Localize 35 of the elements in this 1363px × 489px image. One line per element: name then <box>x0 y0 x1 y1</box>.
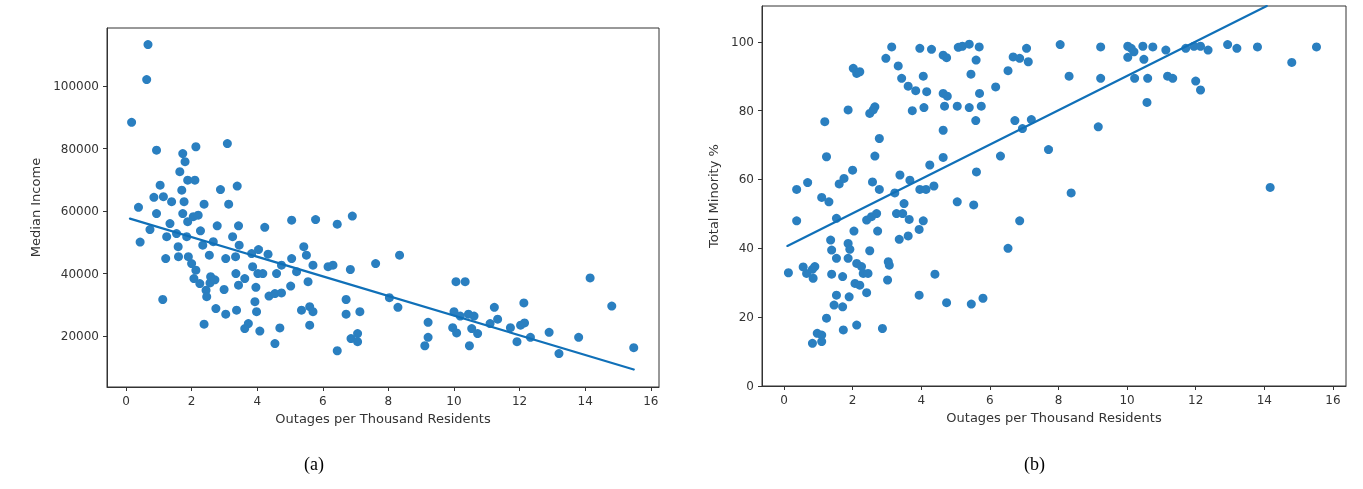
x-tick-label: 12 <box>511 394 528 408</box>
y-tick-label: 80000 <box>60 141 99 156</box>
y-axis-title: Total Minority % <box>706 144 722 249</box>
y-tick-label: 60000 <box>60 204 99 219</box>
y-tick-label: 60 <box>738 172 754 187</box>
y-tick-label: 100 <box>731 34 754 49</box>
y-axis-title: Median Income <box>28 157 44 258</box>
y-tick-label: 40 <box>738 241 754 256</box>
x-tick-label: 6 <box>318 394 327 408</box>
x-tick-label: 10 <box>1119 393 1135 407</box>
x-tick-label: 2 <box>848 393 857 407</box>
x-tick-label: 16 <box>643 394 659 408</box>
x-tick-label: 4 <box>253 394 262 408</box>
y-tick-label: 100000 <box>53 79 99 94</box>
x-axis-title: Outages per Thousand Residents <box>946 409 1162 425</box>
x-tick-label: 12 <box>1188 393 1204 407</box>
x-tick-label: 8 <box>1054 393 1063 407</box>
y-tick-label: 20000 <box>60 329 99 344</box>
y-tick-label: 20 <box>738 310 754 325</box>
text: (b) <box>1024 454 1045 475</box>
x-tick-label: 16 <box>1325 393 1341 407</box>
text: (a) <box>304 454 324 475</box>
y-tick-label: 0 <box>746 379 754 393</box>
y-tick-label: 40000 <box>60 266 99 281</box>
x-tick-label: 14 <box>577 394 593 408</box>
x-tick-label: 0 <box>122 394 130 408</box>
x-axis-title: Outages per Thousand Residents <box>275 410 491 426</box>
x-tick-label: 0 <box>780 393 788 407</box>
x-tick-label: 4 <box>917 393 926 407</box>
x-tick-label: 8 <box>384 394 393 408</box>
x-tick-label: 10 <box>446 394 462 408</box>
x-tick-label: 14 <box>1256 393 1272 407</box>
y-tick-label: 80 <box>738 103 754 118</box>
x-tick-label: 2 <box>187 394 196 408</box>
x-tick-label: 6 <box>986 393 994 407</box>
